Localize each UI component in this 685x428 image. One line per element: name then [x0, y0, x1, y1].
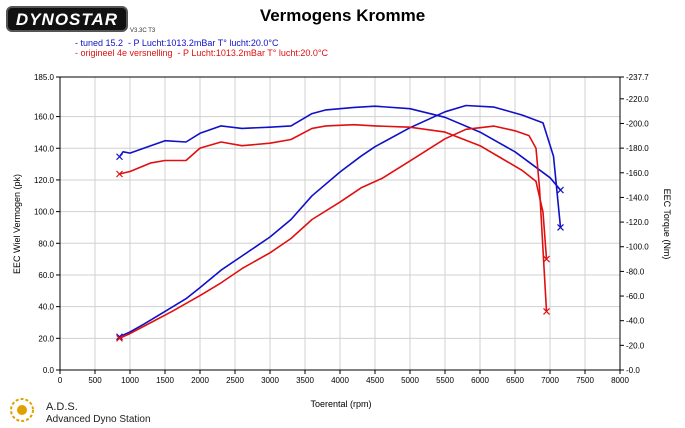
- x-tick-label: 500: [88, 376, 102, 385]
- y-left-tick-label: 80.0: [38, 239, 54, 248]
- y-left-tick-label: 60.0: [38, 271, 54, 280]
- y-right-tick-label: -100.0: [626, 243, 649, 252]
- y-axis-left-label: EEC Wiel Vermogen (pk): [12, 174, 22, 274]
- y-right-tick-label: -120.0: [626, 218, 649, 227]
- series-marker: [543, 307, 550, 315]
- y-right-tick-label: -160.0: [626, 169, 649, 178]
- series-lines: [116, 104, 564, 342]
- series-marker: [116, 170, 123, 178]
- series-marker: [543, 255, 550, 263]
- legend-entry-tuned: - tuned 15.2 - P Lucht:1013.2mBar T° luc…: [75, 38, 279, 48]
- series-marker: [116, 153, 123, 161]
- ads-name: A.D.S.: [46, 401, 78, 413]
- x-tick-label: 4000: [331, 376, 349, 385]
- series-marker: [116, 334, 123, 342]
- series-marker: [557, 224, 564, 231]
- y-right-tick-label: -180.0: [626, 144, 649, 153]
- y-left-tick-label: 0.0: [43, 366, 55, 375]
- x-tick-label: 3500: [296, 376, 314, 385]
- x-tick-label: 7000: [541, 376, 559, 385]
- chart-title: Vermogens Kromme: [259, 6, 426, 25]
- x-tick-label: 5500: [436, 376, 454, 385]
- x-axis-label: Toerental (rpm): [310, 399, 371, 409]
- x-tick-label: 2500: [226, 376, 244, 385]
- y-left-tick-label: 160.0: [34, 113, 55, 122]
- y-left-tick-label: 40.0: [38, 303, 54, 312]
- y-axis-right-label: EEC Torque (Nm): [662, 189, 672, 260]
- y-left-tick-label: 140.0: [34, 144, 55, 153]
- y-right-tick-label: -237.7: [626, 73, 649, 82]
- x-tick-label: 6000: [471, 376, 489, 385]
- x-tick-label: 5000: [401, 376, 419, 385]
- x-tick-label: 7500: [576, 376, 594, 385]
- series-line-power: [119, 104, 562, 338]
- y-left-tick-label: 120.0: [34, 176, 55, 185]
- series-marker: [116, 333, 123, 341]
- y-right-tick-label: -220.0: [626, 95, 649, 104]
- y-right-tick-label: -140.0: [626, 193, 649, 202]
- x-tick-label: 2000: [191, 376, 209, 385]
- series-line-torque: [118, 105, 562, 191]
- logo-version: V3.3C T3: [130, 28, 156, 34]
- y-left-tick-label: 185.0: [34, 73, 55, 82]
- x-tick-label: 6500: [506, 376, 524, 385]
- y-left-tick-label: 100.0: [34, 208, 55, 217]
- series-line-power: [119, 125, 548, 340]
- x-tick-label: 4500: [366, 376, 384, 385]
- y-right-tick-label: -60.0: [626, 292, 645, 301]
- y-right-tick-label: -0.0: [626, 366, 640, 375]
- x-tick-label: 8000: [611, 376, 629, 385]
- dynostar-logo: DYNOSTAR: [6, 6, 128, 32]
- x-tick-label: 3000: [261, 376, 279, 385]
- y-right-tick-label: -80.0: [626, 267, 645, 276]
- ads-subtitle: Advanced Dyno Station: [46, 414, 151, 425]
- x-tick-label: 0: [58, 376, 63, 385]
- ads-emblem-icon: [10, 398, 34, 422]
- series-marker: [557, 186, 564, 194]
- legend-entry-original: - origineel 4e versnelling - P Lucht:101…: [75, 48, 329, 58]
- y-right-tick-label: -200.0: [626, 119, 649, 128]
- y-right-tick-label: -40.0: [626, 317, 645, 326]
- plot-frame: [59, 76, 621, 371]
- y-right-tick-label: -20.0: [626, 341, 645, 350]
- logo-text: DYNOSTAR: [15, 10, 119, 29]
- y-left-tick-label: 20.0: [38, 334, 54, 343]
- series-line-torque: [119, 123, 548, 260]
- x-tick-label: 1000: [121, 376, 139, 385]
- x-tick-label: 1500: [156, 376, 174, 385]
- axes: 0 500 1000 1500 2000 2500 3000 3500 4000 4500 5000…: [34, 73, 649, 385]
